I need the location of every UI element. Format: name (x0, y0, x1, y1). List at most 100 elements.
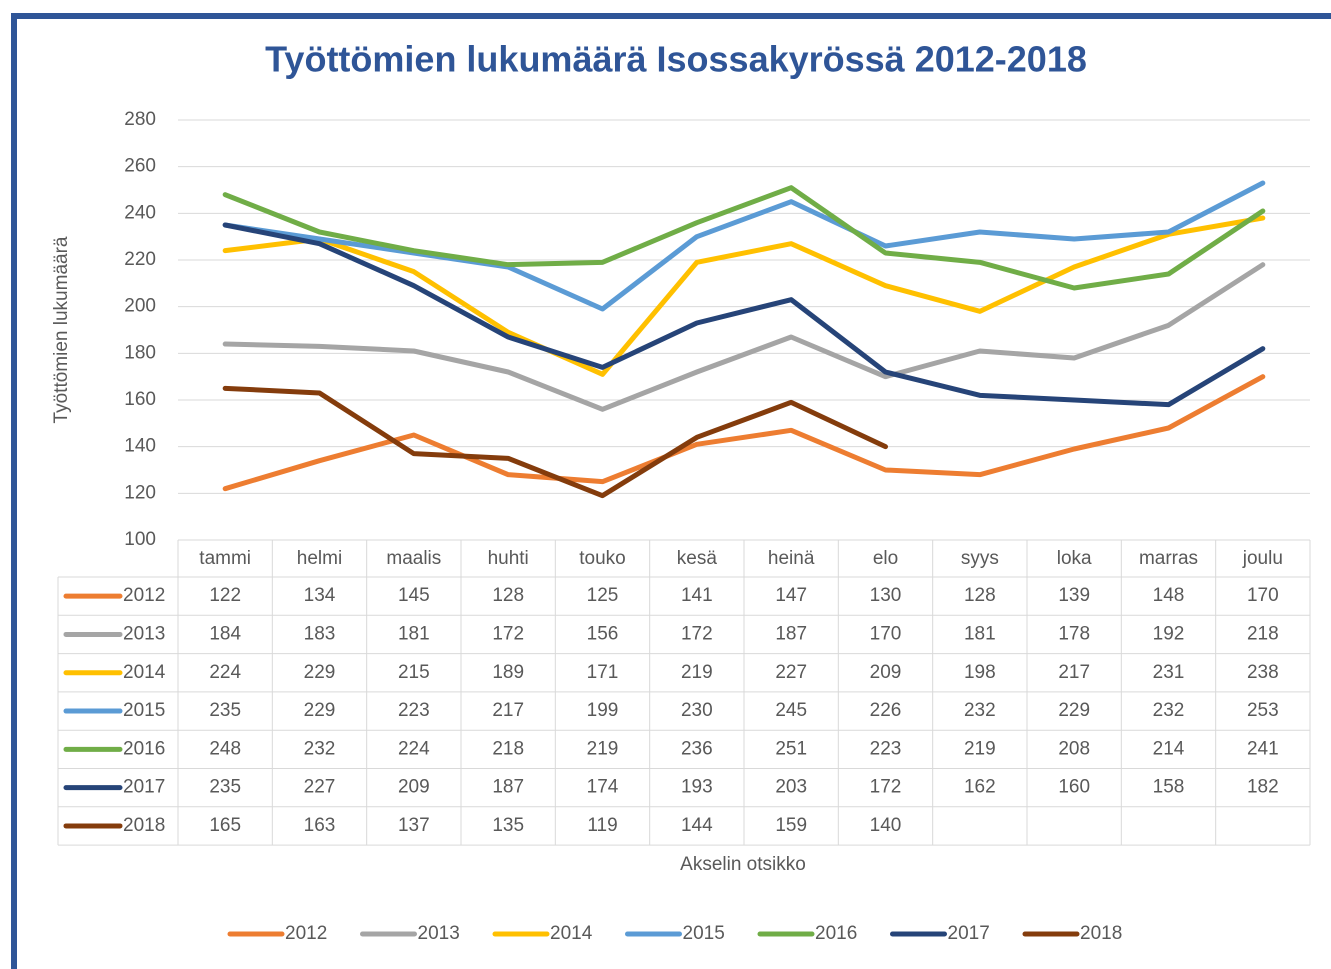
table-cell: 119 (587, 815, 617, 836)
x-tick-label: heinä (768, 548, 815, 569)
table-cell: 214 (1153, 738, 1185, 759)
table-cell: 156 (587, 623, 619, 644)
table-cell: 162 (964, 777, 996, 798)
x-tick-label: huhti (488, 548, 529, 569)
table-row-label: 2013 (123, 623, 165, 644)
table-cell: 183 (304, 623, 336, 644)
table-cell: 231 (1153, 662, 1185, 683)
table-cell: 145 (398, 585, 430, 606)
table-cell: 229 (1058, 700, 1090, 721)
table-cell: 203 (775, 777, 807, 798)
table-cell: 148 (1153, 585, 1185, 606)
x-tick-label: kesä (677, 548, 718, 569)
table-cell: 174 (587, 777, 619, 798)
table-cell: 219 (681, 662, 713, 683)
table-cell: 172 (681, 623, 713, 644)
table-cell: 198 (964, 662, 996, 683)
frame (11, 13, 1331, 969)
table-cell: 128 (492, 585, 524, 606)
legend-label: 2016 (815, 923, 857, 944)
table-cell: 227 (775, 662, 807, 683)
table-cell: 245 (775, 700, 807, 721)
y-tick-label: 260 (124, 156, 156, 177)
table-cell: 236 (681, 738, 713, 759)
table-cell: 184 (209, 623, 241, 644)
y-tick-label: 160 (124, 389, 156, 410)
y-axis-title: Työttömien lukumäärä (51, 236, 72, 423)
table-cell: 226 (870, 700, 902, 721)
table-cell: 248 (209, 738, 241, 759)
table-cell: 253 (1247, 700, 1279, 721)
table-cell: 230 (681, 700, 713, 721)
table-row-label: 2014 (123, 662, 166, 683)
table-cell: 170 (870, 623, 902, 644)
table-cell: 172 (870, 777, 902, 798)
table-row-label: 2015 (123, 700, 165, 721)
table-cell: 181 (964, 623, 996, 644)
legend-label: 2015 (683, 923, 725, 944)
table-cell: 134 (304, 585, 336, 606)
legend-label: 2012 (285, 923, 327, 944)
table-row-label: 2012 (123, 585, 165, 606)
legend-label: 2014 (550, 923, 593, 944)
table-row-label: 2018 (123, 815, 165, 836)
series-line (222, 222, 1266, 408)
series-line (222, 180, 1266, 312)
series-line (222, 385, 888, 499)
y-tick-label: 100 (124, 529, 156, 550)
table-cell: 229 (304, 662, 336, 683)
chart-title: Työttömien lukumäärä Isossakyrössä 2012-… (265, 39, 1087, 80)
table-cell: 199 (587, 700, 619, 721)
x-tick-label: marras (1139, 548, 1198, 569)
table-cell: 171 (587, 662, 619, 683)
legend-label: 2018 (1080, 923, 1122, 944)
table-cell: 218 (1247, 623, 1279, 644)
table-cell: 147 (775, 585, 807, 606)
table-cell: 209 (870, 662, 902, 683)
table-cell: 193 (681, 777, 713, 798)
table-cell: 217 (492, 700, 524, 721)
table-cell: 178 (1058, 623, 1090, 644)
table-cell: 223 (870, 738, 902, 759)
table-cell: 128 (964, 585, 996, 606)
table-cell: 219 (587, 738, 619, 759)
table-cell: 137 (398, 815, 430, 836)
table-cell: 232 (964, 700, 996, 721)
y-tick-label: 140 (124, 436, 156, 457)
x-tick-label: tammi (199, 548, 251, 569)
y-tick-label: 120 (124, 482, 156, 503)
series-line (222, 374, 1266, 492)
y-tick-label: 240 (124, 202, 156, 223)
table-cell: 172 (492, 623, 524, 644)
table-cell: 189 (492, 662, 524, 683)
y-tick-label: 280 (124, 109, 156, 130)
table-cell: 170 (1247, 585, 1279, 606)
table-row-label: 2017 (123, 777, 165, 798)
legend-label: 2013 (418, 923, 460, 944)
table-cell: 159 (775, 815, 807, 836)
table-cell: 125 (587, 585, 619, 606)
table-cell: 232 (1153, 700, 1185, 721)
table-cell: 224 (398, 738, 430, 759)
table-cell: 235 (209, 777, 241, 798)
table-cell: 141 (681, 585, 713, 606)
x-axis-title: Akselin otsikko (680, 854, 806, 875)
table-cell: 208 (1058, 738, 1090, 759)
x-tick-label: elo (873, 548, 898, 569)
table-cell: 235 (209, 700, 241, 721)
table-cell: 227 (304, 777, 336, 798)
table-cell: 163 (304, 815, 336, 836)
x-tick-label: touko (579, 548, 625, 569)
x-tick-label: loka (1057, 548, 1092, 569)
table-row-label: 2016 (123, 738, 165, 759)
table-cell: 192 (1153, 623, 1185, 644)
table-cell: 165 (209, 815, 241, 836)
table-cell: 241 (1247, 738, 1279, 759)
table-cell: 238 (1247, 662, 1279, 683)
y-tick-label: 200 (124, 296, 156, 317)
table-cell: 223 (398, 700, 430, 721)
table-cell: 139 (1058, 585, 1090, 606)
table-cell: 135 (492, 815, 524, 836)
table-cell: 187 (775, 623, 807, 644)
